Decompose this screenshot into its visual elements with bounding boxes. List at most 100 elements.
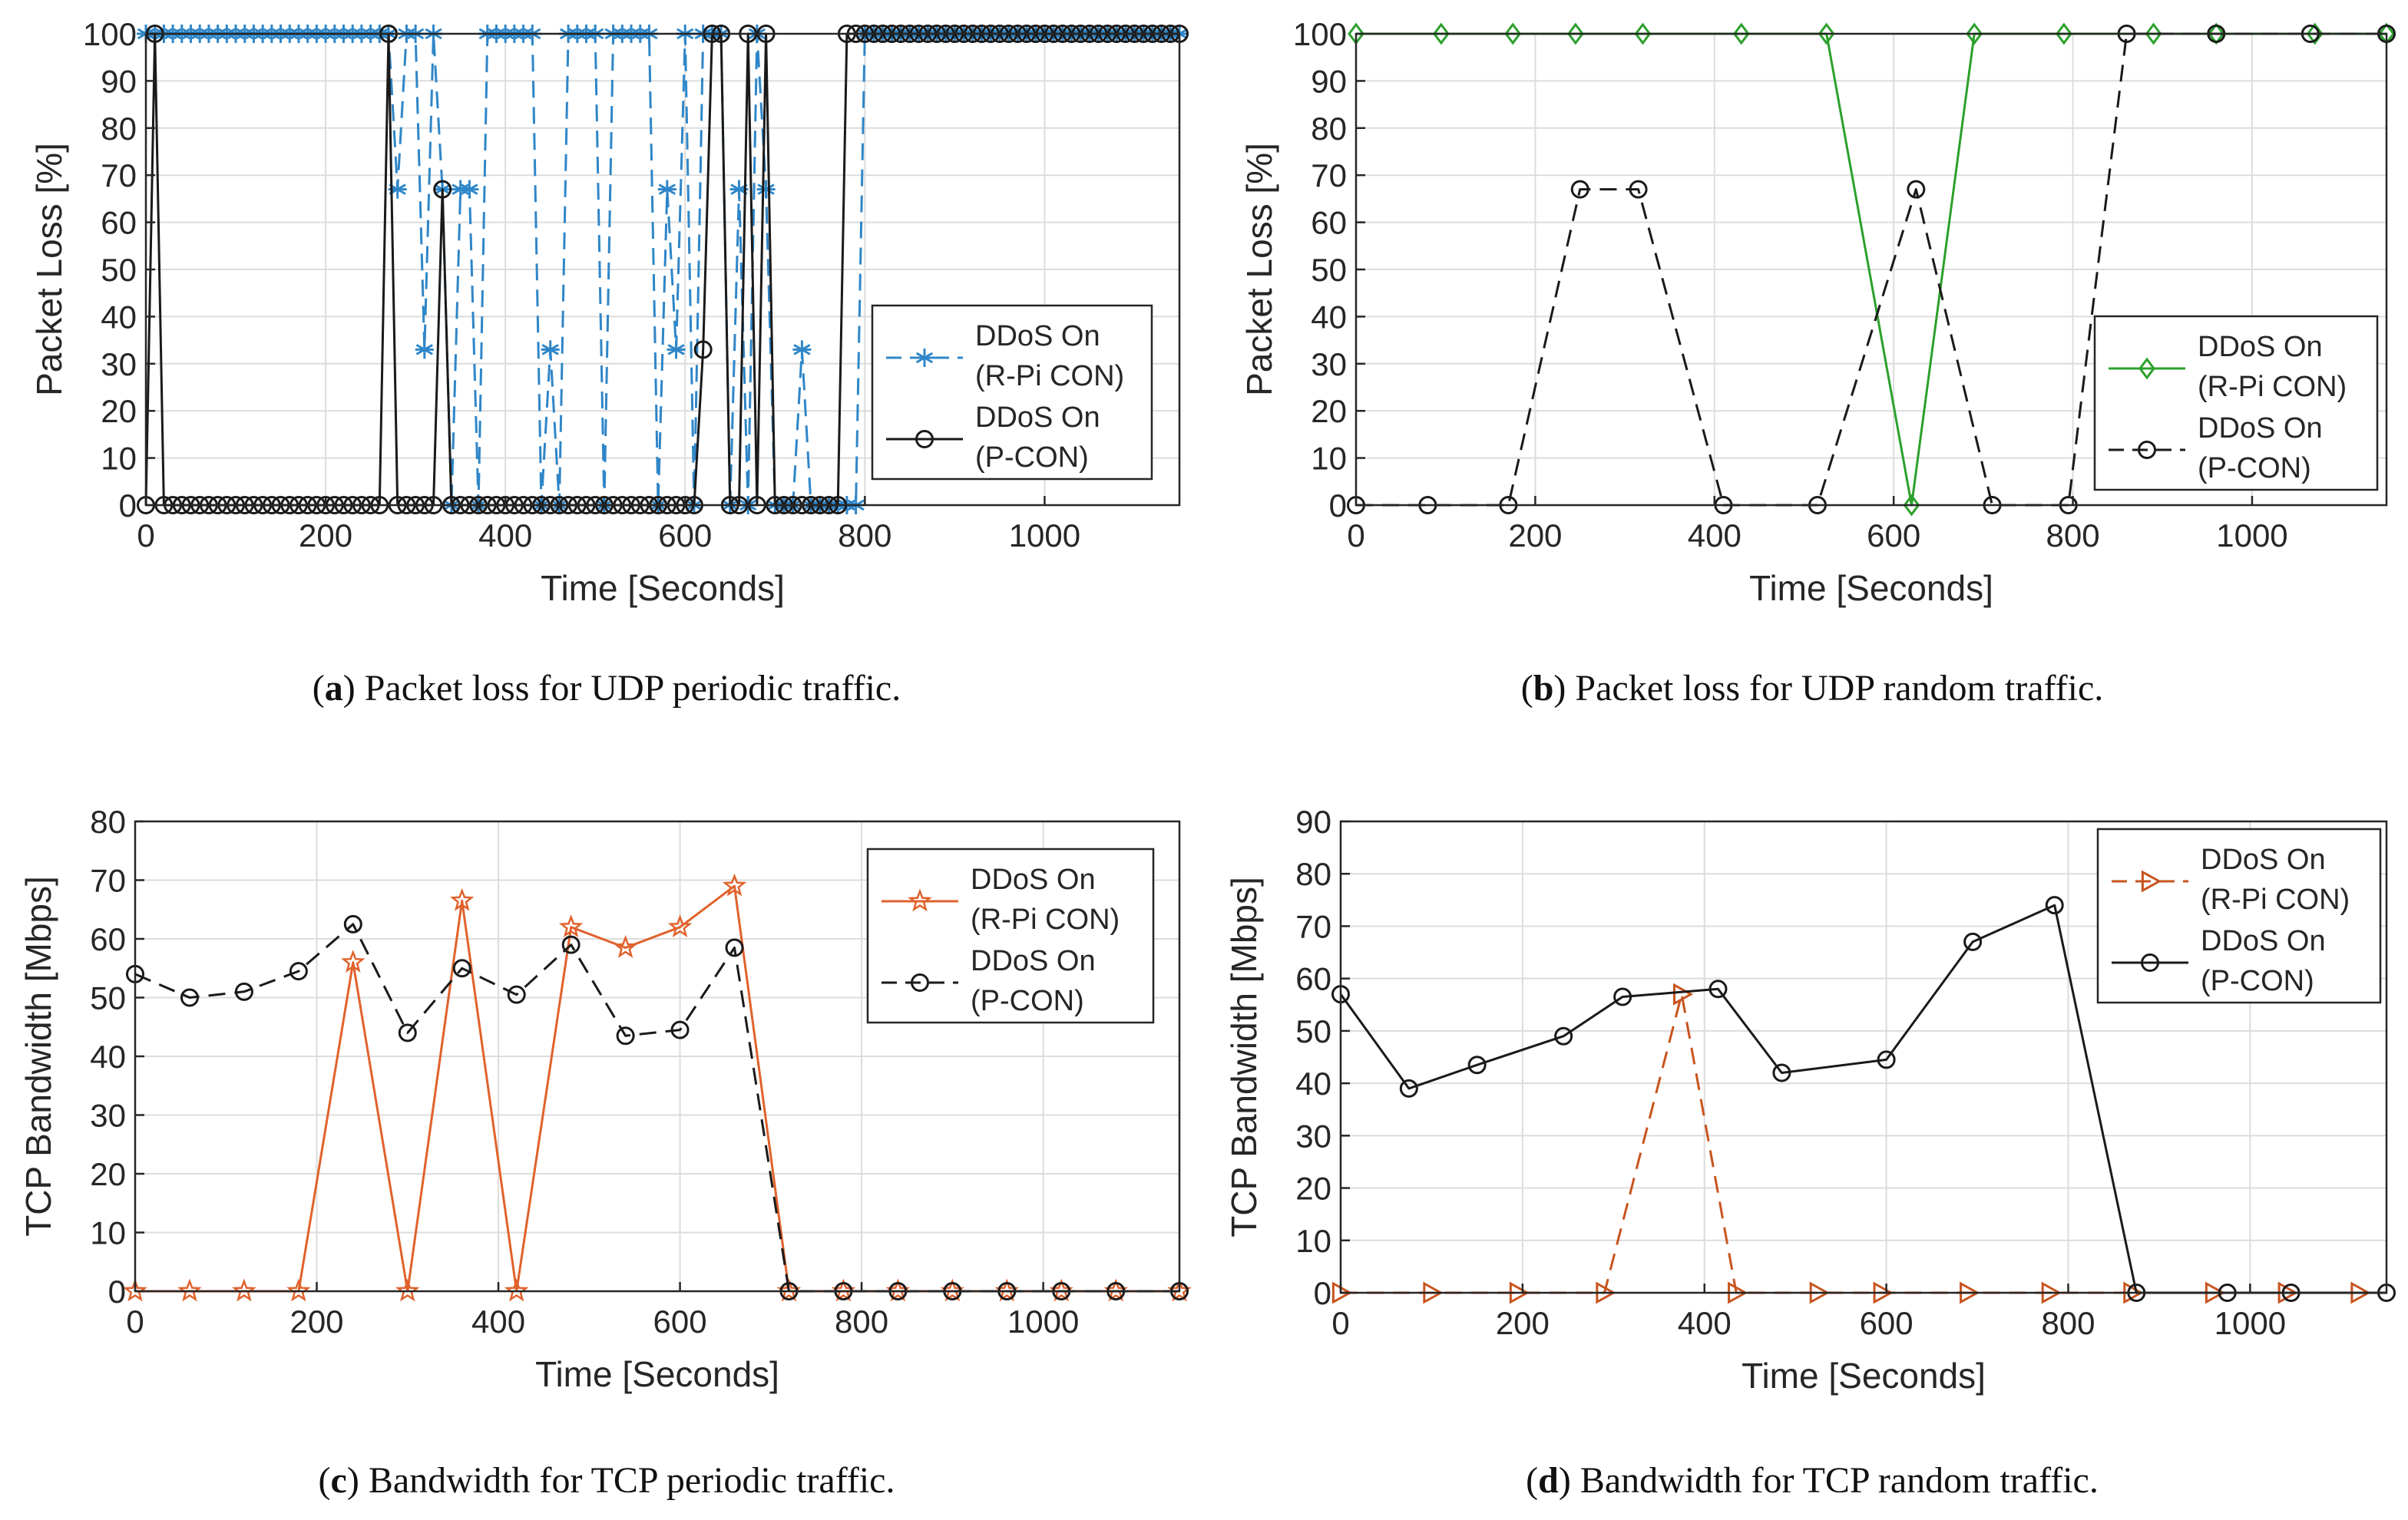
series-line bbox=[134, 923, 1179, 1293]
data-point bbox=[1504, 22, 1522, 45]
data-point bbox=[1613, 987, 1632, 1006]
data-point bbox=[1629, 180, 1648, 199]
data-point bbox=[450, 887, 475, 911]
chart-panel-d: 0 200 400 600 800 1000 0 10 20 30 40 50 60 70 80 90 Time… bbox=[1224, 804, 2396, 1501]
data-point bbox=[1877, 1050, 1896, 1069]
legend-marker bbox=[911, 973, 929, 992]
data-point bbox=[1818, 22, 1835, 45]
chart-panel-a: 0 200 400 600 800 1000 0 10 20 30 40 50 60 70 80 90 100 T… bbox=[29, 16, 1189, 709]
y-tick-label: 10 bbox=[1295, 1223, 1331, 1259]
legend-label: (R-Pi CON) bbox=[975, 360, 1124, 392]
y-tick-label: 90 bbox=[101, 63, 137, 99]
y-axis-label: TCP Bandwidth [Mbps] bbox=[1224, 877, 1264, 1237]
x-tick-label: 400 bbox=[478, 517, 532, 553]
caption-paren-open: ( bbox=[1521, 668, 1533, 709]
legend-label: (R-Pi CON) bbox=[2201, 884, 2350, 916]
data-point bbox=[670, 1020, 690, 1039]
y-tick-label: 20 bbox=[1295, 1171, 1331, 1207]
legend: DDoS On (R-Pi CON) DDoS On (P-CON) bbox=[871, 304, 1153, 481]
legend-label: (P-CON) bbox=[2201, 965, 2314, 997]
chart-panel-c: 0 200 400 600 800 1000 0 10 20 30 40 50 60 70 80 Time [… bbox=[18, 804, 1192, 1501]
legend-marker bbox=[915, 430, 934, 448]
caption-text: Packet loss for UDP periodic traffic. bbox=[365, 668, 901, 709]
x-tick-label: 200 bbox=[1496, 1305, 1550, 1341]
y-tick-label: 70 bbox=[90, 863, 126, 899]
y-tick-label: 50 bbox=[1311, 252, 1347, 288]
figure-caption: (d) Bandwidth for TCP random traffic. bbox=[1526, 1460, 2099, 1501]
data-point bbox=[343, 914, 362, 933]
data-point bbox=[415, 340, 434, 359]
y-tick-label: 80 bbox=[1311, 111, 1347, 147]
legend-marker bbox=[2141, 953, 2159, 972]
x-tick-label: 0 bbox=[126, 1304, 144, 1340]
legend-label: (P-CON) bbox=[975, 441, 1089, 474]
data-point bbox=[1634, 22, 1652, 45]
y-tick-label: 10 bbox=[90, 1215, 126, 1251]
y-tick-label: 50 bbox=[90, 980, 126, 1016]
data-point bbox=[756, 180, 776, 199]
x-tick-label: 400 bbox=[1688, 517, 1742, 553]
data-point bbox=[667, 914, 693, 938]
legend-entry-1: DDoS On (R-Pi CON) bbox=[886, 320, 1124, 392]
data-point bbox=[1772, 1063, 1791, 1082]
y-tick-label: 10 bbox=[1311, 441, 1347, 477]
data-point bbox=[561, 935, 580, 954]
x-axis-label: Time [Seconds] bbox=[1742, 1356, 1986, 1396]
data-point bbox=[558, 914, 584, 938]
data-point bbox=[460, 180, 479, 199]
x-tick-label: 800 bbox=[2041, 1305, 2095, 1341]
data-point bbox=[177, 1278, 202, 1302]
y-tick-label: 70 bbox=[101, 157, 137, 193]
data-point bbox=[341, 950, 366, 973]
data-point bbox=[433, 180, 452, 199]
data-point bbox=[1732, 22, 1750, 45]
y-tick-label: 100 bbox=[1293, 16, 1347, 52]
legend-marker bbox=[2141, 870, 2162, 893]
x-tick-label: 400 bbox=[471, 1304, 525, 1340]
data-point bbox=[123, 1278, 147, 1302]
x-tick-label: 800 bbox=[2046, 517, 2100, 553]
x-tick-label: 800 bbox=[835, 1304, 888, 1340]
caption-paren-open: ( bbox=[313, 668, 325, 709]
x-axis-label: Time [Seconds] bbox=[535, 1354, 779, 1394]
x-tick-label: 0 bbox=[137, 517, 154, 553]
legend-label: DDoS On bbox=[975, 320, 1100, 352]
legend-label: (P-CON) bbox=[2198, 452, 2311, 484]
data-point bbox=[1966, 22, 1983, 45]
y-tick-label: 0 bbox=[119, 487, 137, 524]
y-tick-label: 10 bbox=[101, 441, 137, 477]
legend-label: DDoS On bbox=[2201, 844, 2326, 876]
legend-label: DDoS On bbox=[975, 401, 1100, 434]
x-tick-label: 600 bbox=[1867, 517, 1920, 553]
legend-label: (R-Pi CON) bbox=[971, 904, 1120, 936]
legend-label: DDoS On bbox=[2201, 925, 2326, 957]
legend-box bbox=[2093, 315, 2379, 491]
y-tick-label: 20 bbox=[1311, 393, 1347, 429]
data-point bbox=[1554, 1026, 1573, 1046]
y-tick-label: 90 bbox=[1311, 63, 1347, 99]
y-tick-label: 60 bbox=[1311, 205, 1347, 241]
legend-entry-2: DDoS On (P-CON) bbox=[886, 401, 1100, 474]
axes-frame bbox=[1339, 820, 2388, 1294]
data-point bbox=[1903, 494, 1920, 517]
legend-entry-2: DDoS On (P-CON) bbox=[2112, 925, 2326, 997]
data-point bbox=[666, 340, 686, 359]
x-axis-label: Time [Seconds] bbox=[541, 568, 785, 608]
data-point bbox=[395, 1278, 420, 1302]
legend: DDoS On (R-Pi CON) DDoS On (P-CON) bbox=[2096, 828, 2382, 1004]
data-point bbox=[1467, 1056, 1487, 1075]
x-tick-label: 200 bbox=[299, 517, 352, 553]
y-tick-label: 20 bbox=[90, 1156, 126, 1192]
legend-entry-1: DDoS On (R-Pi CON) bbox=[882, 864, 1120, 936]
x-tick-label: 400 bbox=[1678, 1305, 1732, 1341]
legend-entry-2: DDoS On (P-CON) bbox=[882, 945, 1096, 1017]
figure-caption: (a) Packet loss for UDP periodic traffic… bbox=[313, 668, 901, 709]
legend-label: (P-CON) bbox=[971, 985, 1084, 1017]
legend-marker bbox=[908, 888, 932, 912]
legend-marker bbox=[2138, 441, 2156, 459]
data-point bbox=[398, 1023, 417, 1043]
data-point bbox=[2056, 22, 2072, 45]
data-point bbox=[613, 934, 638, 958]
y-tick-label: 80 bbox=[1295, 856, 1331, 892]
y-tick-label: 0 bbox=[1329, 487, 1347, 524]
